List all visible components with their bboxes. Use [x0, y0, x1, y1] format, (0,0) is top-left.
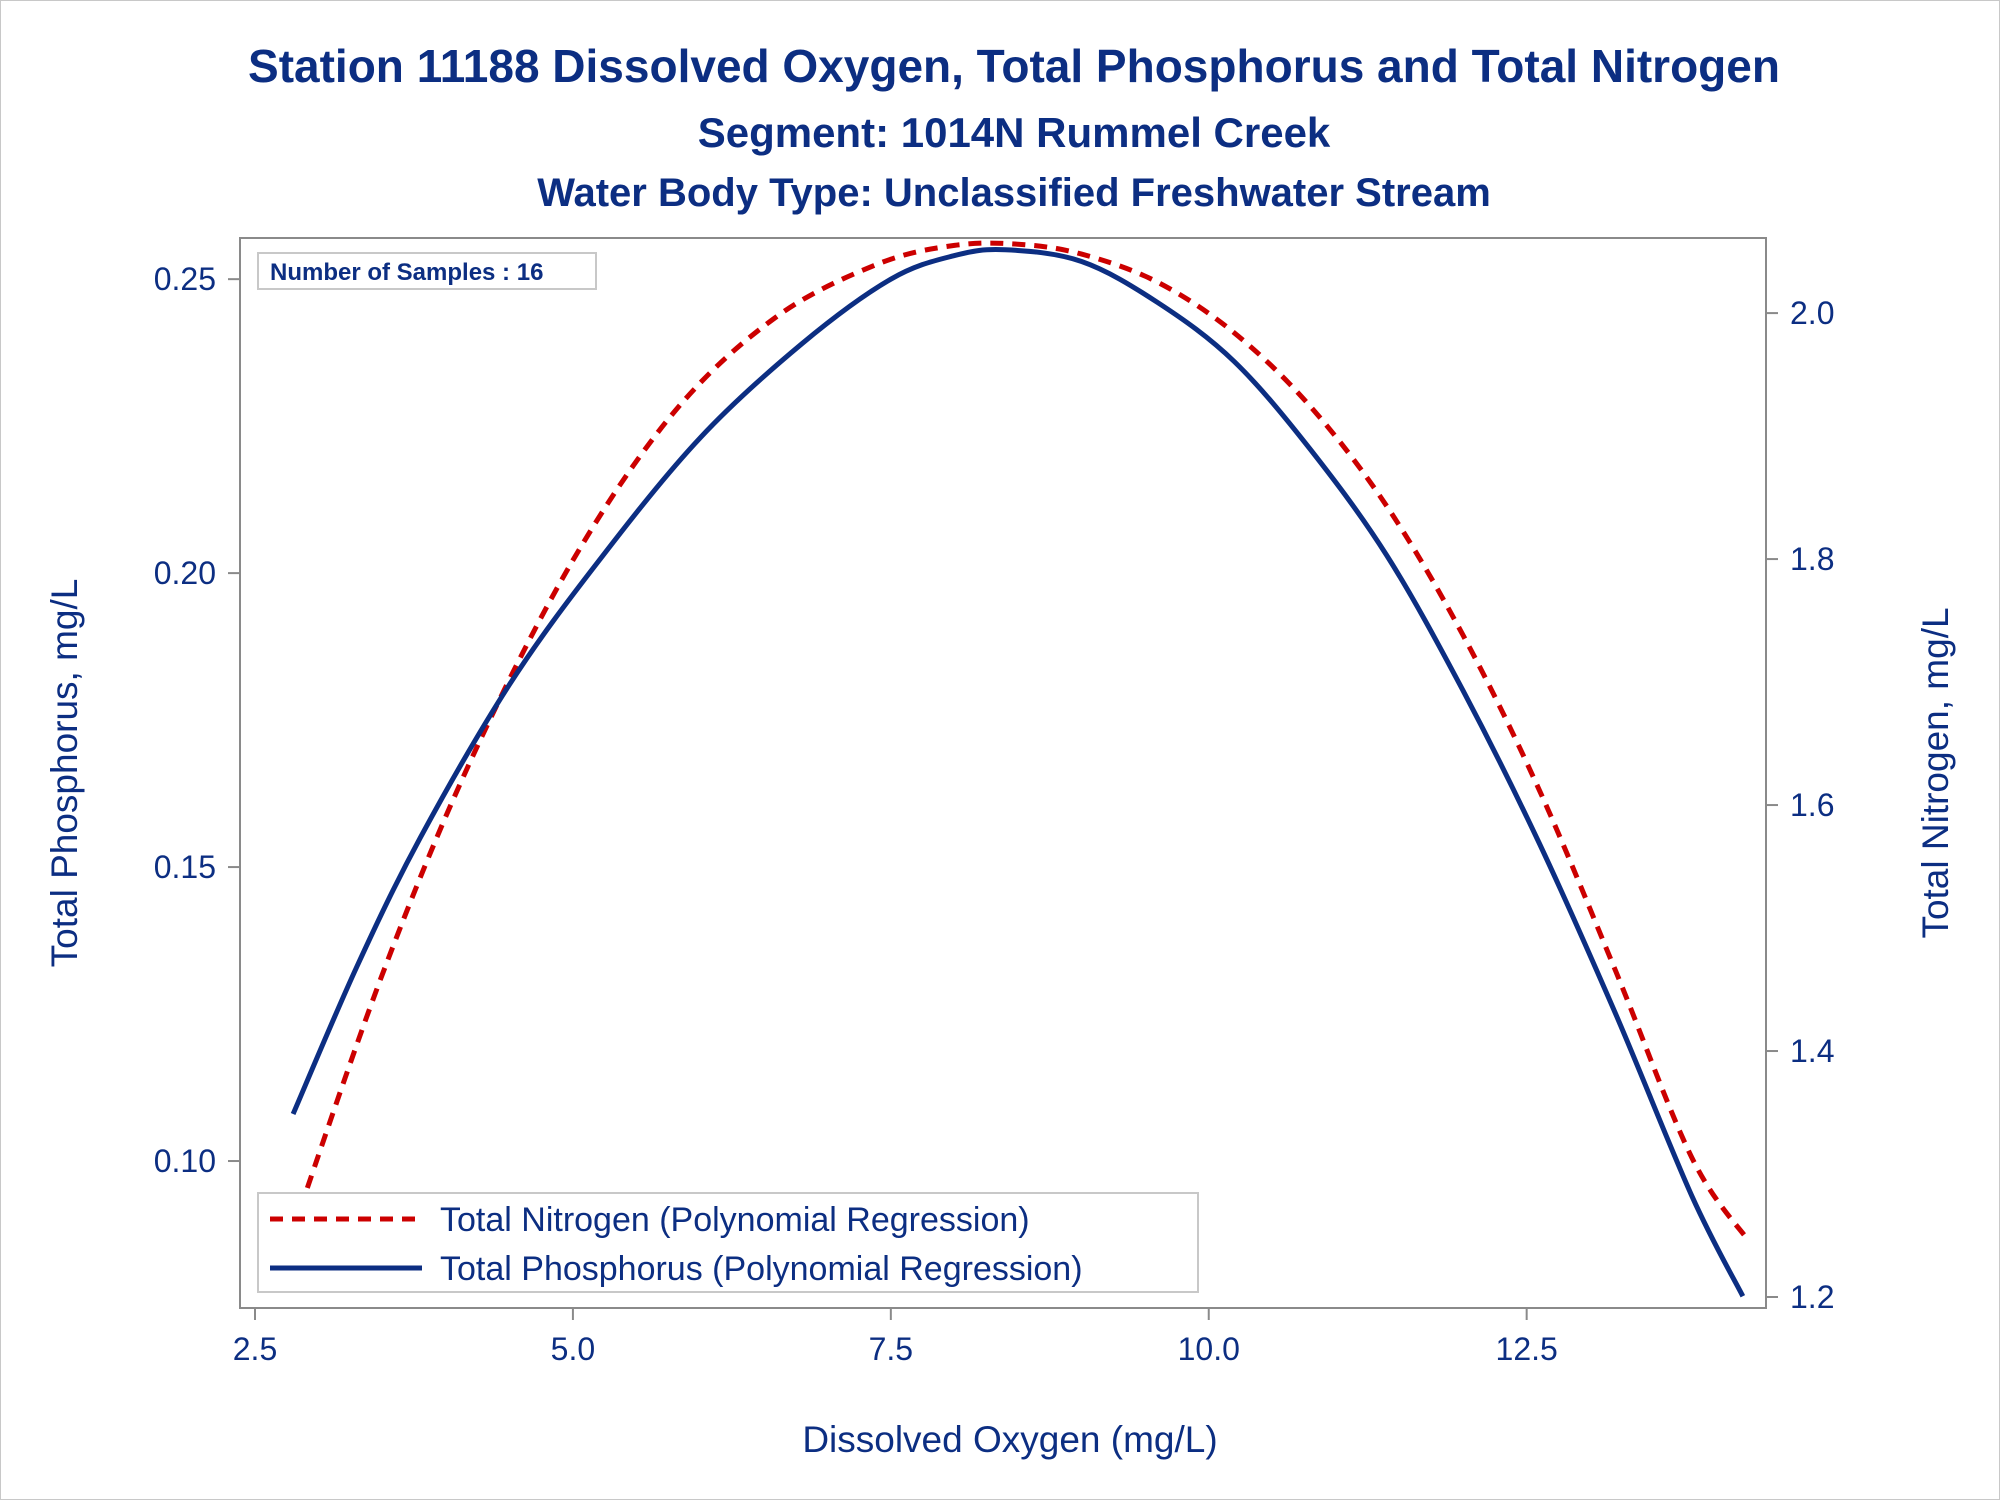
- plot-area: [239, 237, 1767, 1309]
- chart-subtitle: Segment: 1014N Rummel Creek: [698, 109, 1331, 156]
- legend-label-phosphorus: Total Phosphorus (Polynomial Regression): [440, 1250, 1083, 1288]
- y-axis-label: Total Phosphorus, mg/L: [44, 579, 85, 968]
- x-tick-label: 12.5: [1496, 1331, 1558, 1367]
- x-axis: 2.5 5.0 7.5 10.0 12.5: [233, 1308, 1558, 1367]
- y-tick-label: 0.20: [154, 555, 216, 591]
- series-line-phosphorus: [290, 247, 1746, 1298]
- y2-tick-label: 1.6: [1790, 787, 1834, 823]
- chart-subtitle-2: Water Body Type: Unclassified Freshwater…: [537, 171, 1491, 215]
- legend: Total Nitrogen (Polynomial Regression) T…: [257, 1192, 1199, 1293]
- sample-count-inset: Number of Samples : 16: [257, 252, 597, 290]
- y-tick-label: 0.15: [154, 849, 216, 885]
- series-line-nitrogen: [290, 240, 1752, 1244]
- y-tick-label: 0.10: [154, 1143, 216, 1179]
- y2-tick-label: 1.8: [1790, 541, 1834, 577]
- x-tick-label: 10.0: [1178, 1331, 1240, 1367]
- inset-label: Number of Samples : 16: [270, 259, 543, 286]
- series-layer: [290, 240, 1752, 1298]
- x-axis-label: Dissolved Oxygen (mg/L): [802, 1419, 1217, 1460]
- x-tick-label: 2.5: [233, 1331, 277, 1367]
- legend-label-nitrogen: Total Nitrogen (Polynomial Regression): [440, 1201, 1030, 1239]
- y-tick-label: 0.25: [154, 261, 216, 297]
- y2-tick-label: 2.0: [1790, 295, 1834, 331]
- y2-axis-label: Total Nitrogen, mg/L: [1915, 607, 1956, 938]
- y-axis: 0.10 0.15 0.20 0.25: [154, 261, 240, 1179]
- y2-axis: 1.2 1.4 1.6 1.8 2.0: [1766, 295, 1834, 1315]
- chart-title: Station 11188 Dissolved Oxygen, Total Ph…: [248, 40, 1780, 92]
- legend-box: [257, 1192, 1199, 1293]
- x-tick-label: 5.0: [551, 1331, 595, 1367]
- x-tick-label: 7.5: [869, 1331, 913, 1367]
- y2-tick-label: 1.4: [1790, 1033, 1834, 1069]
- y2-tick-label: 1.2: [1790, 1279, 1834, 1315]
- inset-box: [257, 252, 597, 290]
